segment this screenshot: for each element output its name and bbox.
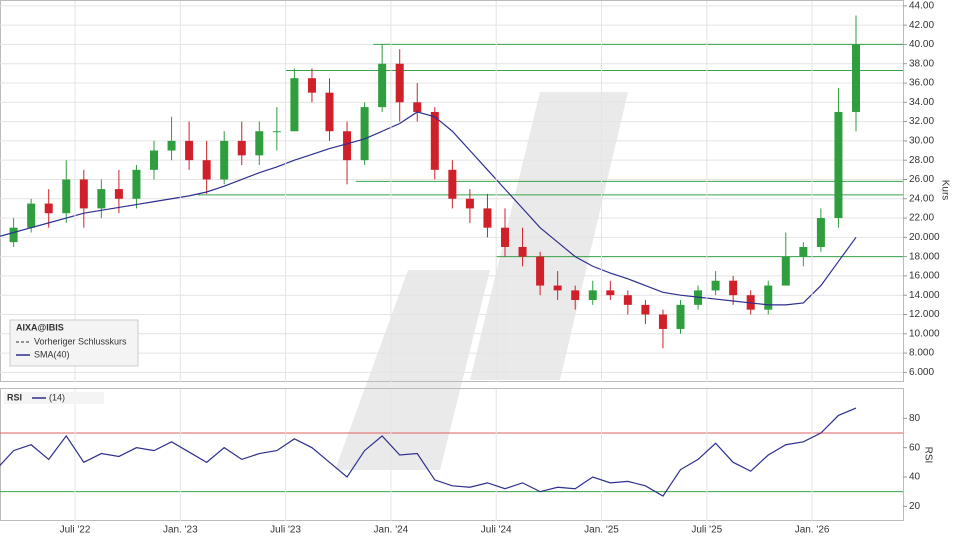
rsi-legend: RSI (14) [4,392,104,404]
candle-body [448,170,456,199]
candle-body [343,131,351,160]
candle-body [62,179,70,213]
candle-body [606,290,614,295]
y-tick-label: 40.00 [909,39,934,50]
candle-body [255,131,263,155]
x-tick-label: Juli '24 [481,525,512,536]
candle-body [483,208,491,227]
candle-body [168,141,176,151]
candle-body [554,286,562,291]
rsi-axis-label: RSI [922,447,933,464]
y-tick-label: 24.00 [909,193,934,204]
candle-body [10,228,18,242]
candle-body [115,189,123,199]
candle-body [273,131,281,132]
legend-label: Vorheriger Schlusskurs [34,336,127,346]
y-tick-label: 8.000 [909,348,934,359]
candle-body [150,151,158,170]
candle-body [799,247,807,257]
y-tick-label: 14.000 [909,290,940,301]
candle-body [466,199,474,209]
legend-label: SMA(40) [34,349,70,359]
x-tick-label: Jan. '23 [163,525,198,536]
y-tick-label: 10.000 [909,328,940,339]
candle-body [97,189,105,208]
y-tick-label: 40 [909,472,921,483]
y-tick-label: 6.000 [909,367,934,378]
candle-body [290,78,298,131]
candle-body [729,281,737,295]
legend-title: AIXA@IBIS [16,322,64,332]
candle-body [238,141,246,155]
y-tick-label: 34.00 [909,97,934,108]
candle-body [378,64,386,107]
x-tick-label: Juli '25 [691,525,722,536]
candle-body [431,112,439,170]
candle-body [817,218,825,247]
x-tick-label: Jan. '25 [584,525,619,536]
y-tick-label: 20.000 [909,232,940,243]
y-tick-label: 36.00 [909,78,934,89]
x-tick-label: Jan. '26 [795,525,830,536]
y-axis-label: Kurs [939,180,950,201]
y-tick-label: 32.00 [909,116,934,127]
candle-body [185,141,193,160]
candle-body [45,204,53,214]
candle-body [712,281,720,291]
candle-body [852,44,860,112]
candle-body [501,228,509,247]
candle-body [764,286,772,310]
y-tick-label: 42.00 [909,20,934,31]
rsi-title: RSI [7,392,22,402]
candle-body [519,247,527,257]
x-tick-label: Juli '22 [60,525,91,536]
legend-label: (14) [49,392,65,402]
candle-body [132,170,140,199]
candle-body [536,257,544,286]
y-tick-label: 20 [909,501,921,512]
y-tick-label: 18.000 [909,251,940,262]
candle-body [361,107,369,160]
candle-body [413,102,421,112]
candle-body [589,290,597,300]
x-tick-label: Juli '23 [270,525,301,536]
candle-body [782,257,790,286]
candle-body [834,112,842,218]
y-tick-label: 12.000 [909,309,940,320]
candle-body [677,305,685,329]
y-tick-label: 30.00 [909,136,934,147]
watermark [335,92,628,470]
candle-body [308,78,316,92]
candle-body [326,93,334,132]
candle-body [641,305,649,315]
candle-body [571,290,579,300]
legend: AIXA@IBIS Vorheriger Schlusskurs SMA(40) [10,320,138,366]
y-tick-label: 22.00 [909,213,934,224]
candle-body [220,141,228,180]
y-tick-label: 28.00 [909,155,934,166]
candle-body [80,179,88,208]
y-tick-label: 16.000 [909,271,940,282]
candle-body [659,314,667,328]
candle-body [624,295,632,305]
candle-body [27,204,35,228]
x-tick-label: Jan. '24 [374,525,409,536]
y-tick-label: 26.00 [909,174,934,185]
candle-body [396,64,404,103]
candle-body [203,160,211,179]
y-tick-label: 38.00 [909,58,934,69]
y-tick-label: 60 [909,442,921,453]
y-tick-label: 44.00 [909,0,934,11]
y-tick-label: 80 [909,413,921,424]
